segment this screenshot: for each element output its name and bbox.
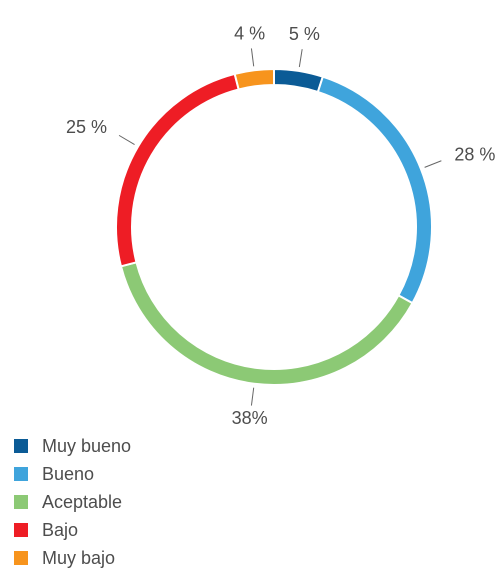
data-label: 38% [232, 408, 268, 428]
legend-label: Bueno [42, 464, 94, 484]
legend-swatch [14, 467, 28, 481]
data-label: 25 % [66, 117, 107, 137]
donut-segment [316, 75, 433, 305]
legend-label: Muy bueno [42, 436, 131, 456]
leader-line [118, 134, 135, 145]
data-label: 4 % [234, 23, 265, 43]
legend-label: Bajo [42, 520, 78, 540]
donut-segment [273, 67, 325, 94]
leader-line [424, 160, 442, 168]
legend-label: Aceptable [42, 492, 122, 512]
leader-line [250, 387, 255, 406]
legend-swatch [14, 523, 28, 537]
donut-segment [115, 72, 240, 268]
legend-swatch [14, 495, 28, 509]
donut-segment [119, 261, 414, 386]
legend-label: Muy bajo [42, 548, 115, 568]
data-label: 5 % [289, 24, 320, 44]
donut-segment [233, 67, 275, 91]
data-label: 28 % [454, 144, 495, 164]
leader-line [298, 49, 303, 68]
leader-line [250, 48, 255, 67]
legend-swatch [14, 551, 28, 565]
legend-swatch [14, 439, 28, 453]
